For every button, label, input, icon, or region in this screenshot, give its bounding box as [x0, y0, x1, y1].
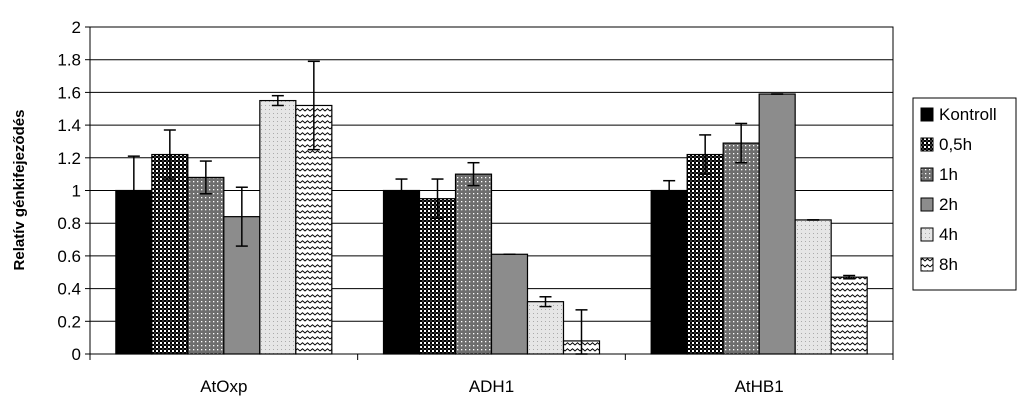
y-tick-label: 1 [72, 182, 81, 201]
legend-swatch [920, 107, 934, 122]
bar [650, 189, 688, 355]
x-tick-label: AtOxp [200, 377, 247, 396]
y-axis-ticks: 0 0.2 0.4 0.6 0.8 1 1.2 1.4 1.6 1.8 2 [57, 18, 90, 364]
y-tick-label: 1.8 [57, 51, 81, 70]
legend-swatch [920, 227, 934, 242]
y-tick-label: 0.8 [57, 214, 81, 233]
bar [830, 276, 868, 355]
y-tick-label: 0.6 [57, 247, 81, 266]
bar [454, 173, 493, 355]
bar [794, 219, 832, 355]
bar [526, 301, 565, 355]
x-axis: AtOxp ADH1 AtHB1 [89, 354, 894, 396]
legend-swatch [920, 257, 934, 272]
y-axis-label: Relatív génkifejeződés [11, 110, 28, 271]
error-bars [127, 60, 856, 355]
legend-swatch [920, 137, 934, 152]
legend-label: 1h [939, 165, 958, 184]
bar [382, 189, 421, 355]
bar [686, 153, 724, 355]
legend-swatch [920, 197, 934, 212]
bar [490, 253, 529, 355]
x-tick-label: ADH1 [469, 377, 514, 396]
bar [418, 198, 457, 355]
y-tick-label: 0.2 [57, 312, 81, 331]
bar [722, 142, 760, 355]
bars [115, 93, 868, 355]
bar [151, 153, 189, 355]
y-tick-label: 1.2 [57, 149, 81, 168]
legend-label: 4h [939, 225, 958, 244]
bar [758, 93, 796, 355]
y-tick-label: 0 [72, 345, 81, 364]
y-tick-label: 1.4 [57, 116, 81, 135]
legend-label: 0,5h [939, 135, 972, 154]
legend-label: 8h [939, 255, 958, 274]
y-tick-label: 0.4 [57, 280, 81, 299]
legend-label: Kontroll [939, 105, 997, 124]
x-tick-label: AtHB1 [735, 377, 784, 396]
legend-label: 2h [939, 195, 958, 214]
bar [187, 176, 225, 355]
bar [259, 99, 297, 355]
legend: Kontroll 0,5h 1h 2h 4h 8h [912, 97, 1017, 291]
y-tick-label: 2 [72, 18, 81, 37]
legend-swatch [920, 167, 934, 182]
y-tick-label: 1.6 [57, 83, 81, 102]
